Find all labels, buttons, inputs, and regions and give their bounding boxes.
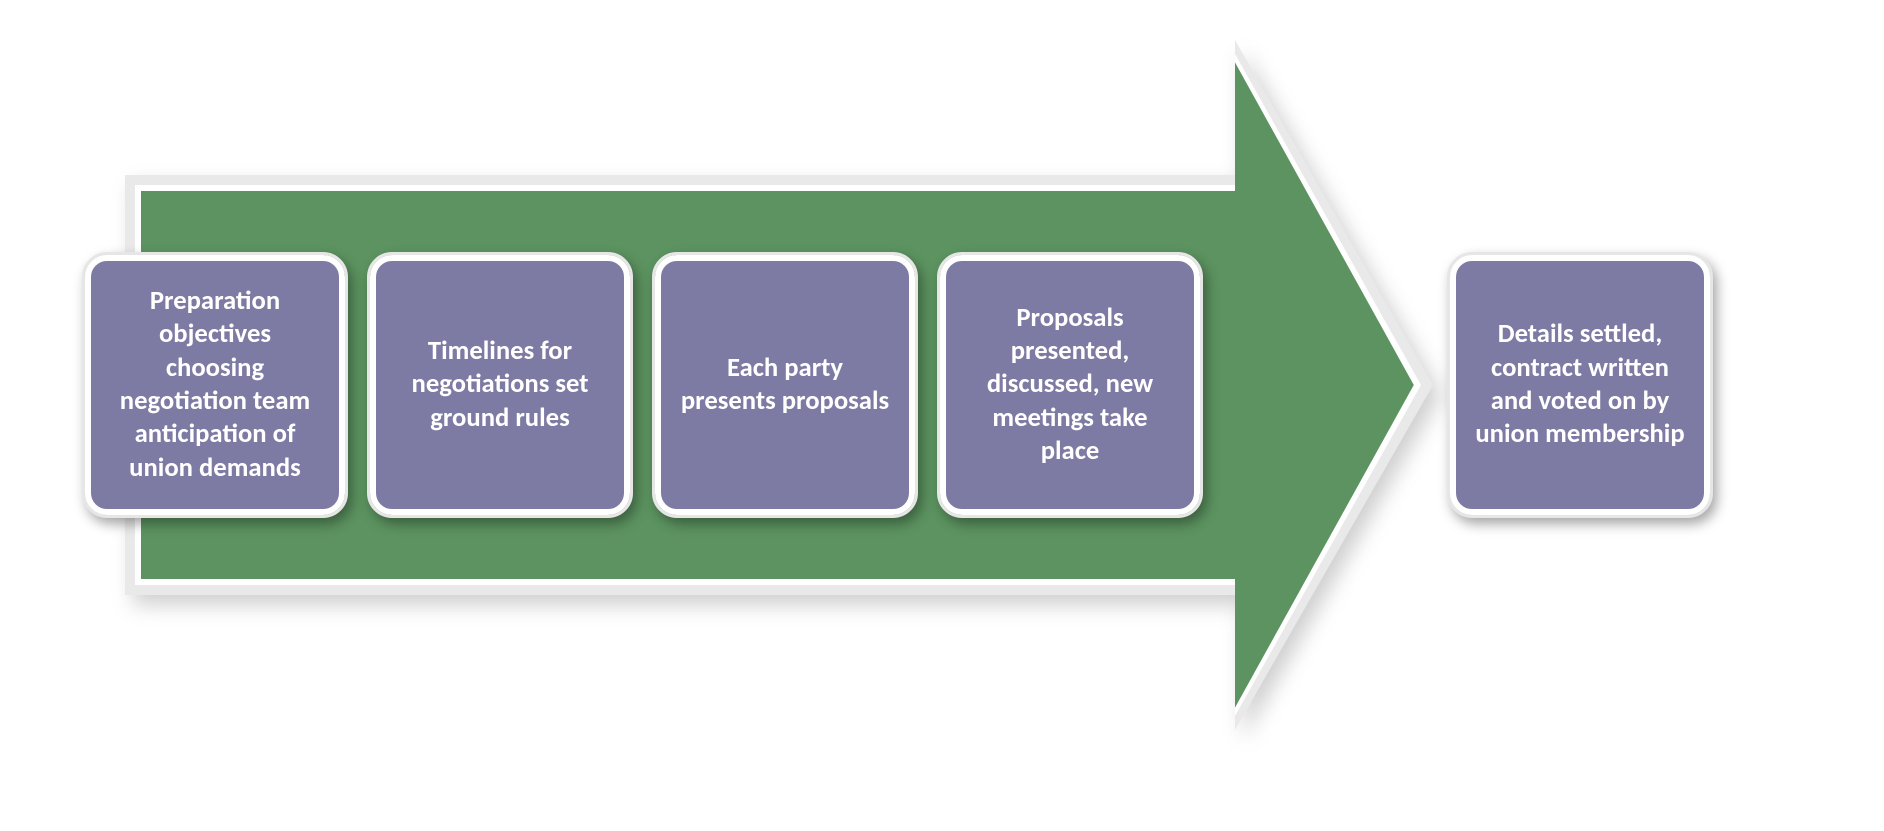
process-step-3: Each party presents proposals <box>655 255 915 515</box>
process-step-1: Preparation objectives choosing negotiat… <box>85 255 345 515</box>
process-step-label: Timelines for negotiations set ground ru… <box>394 335 606 435</box>
process-step-label: Each party presents proposals <box>679 352 891 419</box>
process-step-5: Details settled, contract written and vo… <box>1450 255 1710 515</box>
process-step-label: Preparation objectives choosing negotiat… <box>109 285 321 485</box>
diagram-canvas: Preparation objectives choosing negotiat… <box>0 0 1884 831</box>
process-step-label: Details settled, contract written and vo… <box>1474 318 1686 451</box>
process-step-label: Proposals presented, discussed, new meet… <box>964 302 1176 469</box>
process-step-2: Timelines for negotiations set ground ru… <box>370 255 630 515</box>
process-step-4: Proposals presented, discussed, new meet… <box>940 255 1200 515</box>
